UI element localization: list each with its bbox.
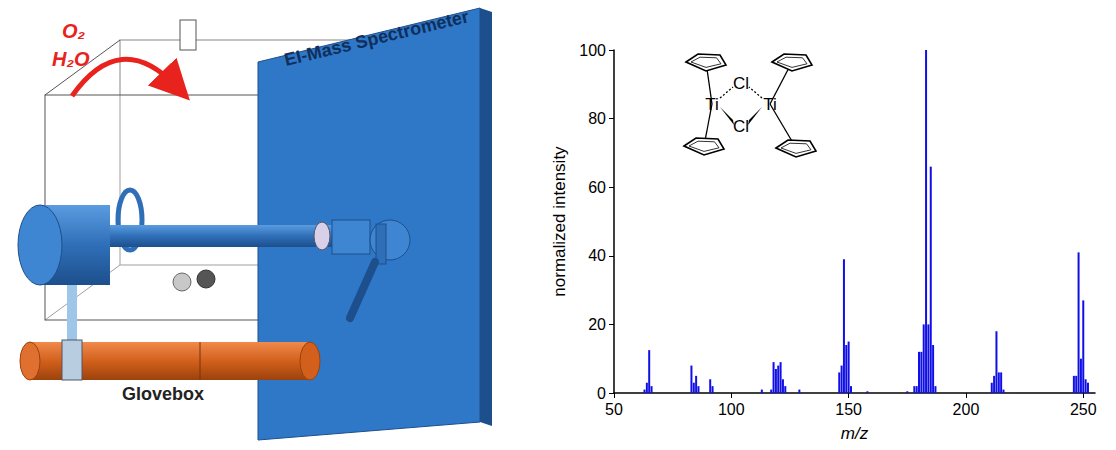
svg-text:Cl: Cl [733, 117, 749, 136]
svg-text:20: 20 [588, 316, 606, 333]
svg-text:O₂: O₂ [62, 20, 86, 42]
svg-text:150: 150 [835, 401, 862, 418]
svg-text:100: 100 [718, 401, 745, 418]
svg-text:normalized intensity: normalized intensity [550, 146, 569, 297]
svg-text:250: 250 [1070, 401, 1097, 418]
svg-text:EI-Mass Spectrometer: EI-Mass Spectrometer [282, 6, 471, 70]
svg-text:100: 100 [579, 42, 606, 59]
svg-text:80: 80 [588, 110, 606, 127]
svg-text:200: 200 [953, 401, 980, 418]
svg-text:Ti: Ti [705, 95, 719, 114]
svg-text:60: 60 [588, 179, 606, 196]
svg-text:50: 50 [605, 401, 623, 418]
svg-text:Cl: Cl [733, 74, 749, 93]
svg-text:Ti: Ti [763, 95, 777, 114]
svg-text:H₂O: H₂O [52, 48, 90, 70]
svg-text:0: 0 [597, 385, 606, 402]
svg-text:Glovebox: Glovebox [122, 384, 204, 404]
svg-text:40: 40 [588, 247, 606, 264]
svg-text:m/z: m/z [841, 424, 869, 443]
